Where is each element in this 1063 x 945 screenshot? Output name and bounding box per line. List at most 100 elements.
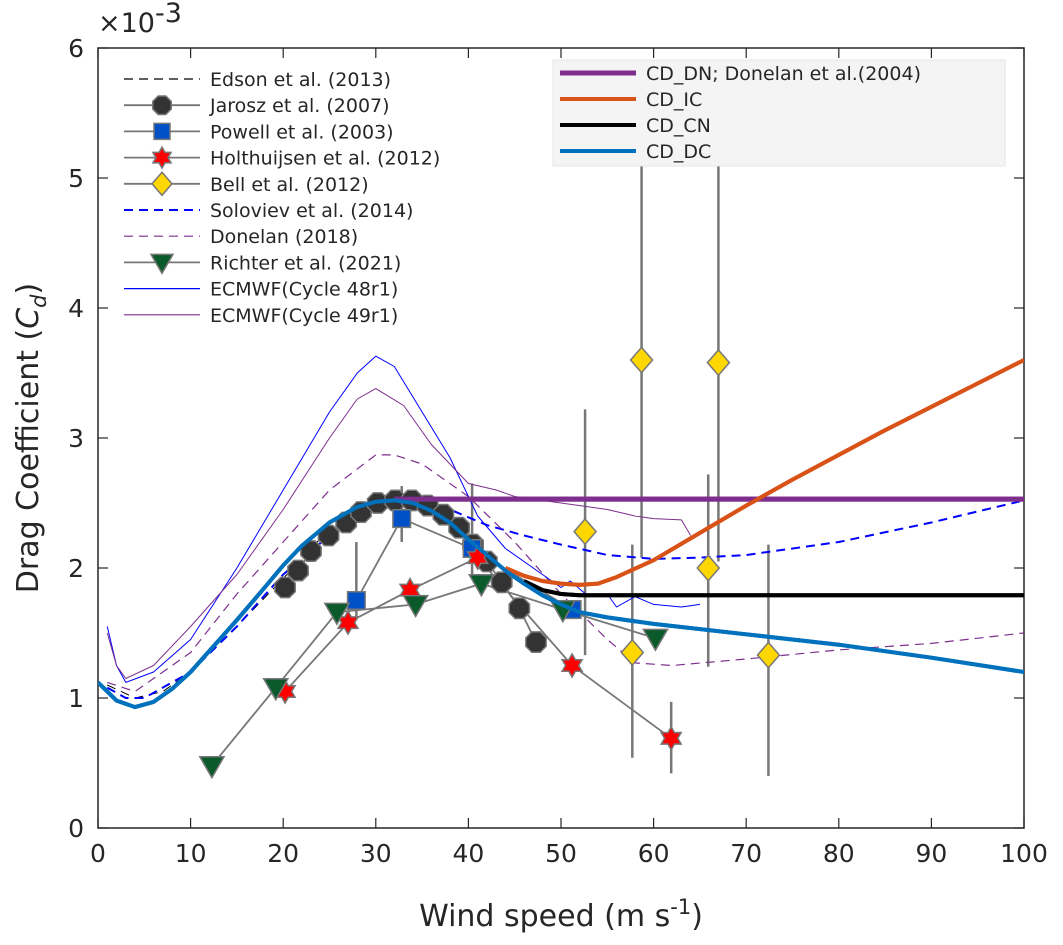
marker-shape xyxy=(287,559,309,582)
legend-label: ECMWF(Cycle 49r1) xyxy=(210,305,398,327)
model-curve-line xyxy=(523,579,1024,598)
x-tick-label: 10 xyxy=(175,839,207,868)
marker-hexagram xyxy=(560,652,584,679)
legend-label: Edson et al. (2013) xyxy=(210,69,391,91)
marker-octagon xyxy=(287,559,309,582)
marker-shape xyxy=(262,678,290,702)
legend-label: ECMWF(Cycle 48r1) xyxy=(210,279,398,301)
marker-shape xyxy=(346,590,366,611)
marker-hexagram xyxy=(659,725,683,752)
marker-triangle-down xyxy=(323,602,351,626)
x-tick-label: 80 xyxy=(823,839,855,868)
marker-triangle-down xyxy=(467,574,495,598)
marker-triangle-down xyxy=(149,253,175,275)
marker-triangle-down xyxy=(402,594,430,618)
marker-shape xyxy=(696,554,721,582)
y-axis-label-var: C xyxy=(11,308,46,329)
marker-shape xyxy=(152,95,172,116)
marker-shape xyxy=(149,253,175,275)
model-curve-line xyxy=(504,358,1024,587)
legend-label: Jarosz et al. (2007) xyxy=(209,95,390,117)
marker-shape xyxy=(560,652,584,679)
marker-diamond xyxy=(706,348,731,377)
marker-hexagram xyxy=(151,145,173,170)
marker-shape xyxy=(467,574,495,598)
marker-shape xyxy=(620,638,645,667)
marker-shape xyxy=(392,509,412,529)
marker-shape xyxy=(198,756,226,780)
series-connector-line xyxy=(284,556,672,740)
x-tick-label: 40 xyxy=(452,839,484,868)
x-tick-label: 0 xyxy=(90,839,106,868)
legend-label: Donelan (2018) xyxy=(210,226,358,248)
marker-octagon xyxy=(274,576,296,599)
y-tick-label: 6 xyxy=(68,34,84,63)
series-connector-line xyxy=(355,517,573,611)
legend-right-box xyxy=(552,59,1006,167)
legend-label: CD_DN; Donelan et al.(2004) xyxy=(646,63,921,85)
marker-octagon xyxy=(525,631,547,654)
marker-diamond xyxy=(620,638,645,667)
x-axis-label-sup: -1 xyxy=(670,895,691,919)
marker-shape xyxy=(274,576,296,599)
marker-square xyxy=(346,590,366,611)
x-tick-label: 20 xyxy=(267,839,299,868)
marker-shape xyxy=(659,725,683,752)
marker-hexagram xyxy=(466,544,489,571)
y-tick-label: 5 xyxy=(68,164,84,193)
x-tick-label: 50 xyxy=(545,839,577,868)
marker-triangle-down xyxy=(642,628,669,652)
marker-shape xyxy=(525,631,547,654)
legend-label: Richter et al. (2021) xyxy=(210,252,401,274)
y-tick-label: 3 xyxy=(68,424,84,453)
marker-diamond xyxy=(756,641,781,669)
marker-shape xyxy=(323,602,351,626)
y-tick-label: 1 xyxy=(68,684,84,713)
marker-shape xyxy=(629,346,654,374)
y-axis-label: Drag Coefficient (Cd) xyxy=(11,283,51,593)
y-axis-label-end: ) xyxy=(11,283,46,295)
legend-label: Holthuijsen et al. (2012) xyxy=(210,148,440,170)
marker-octagon xyxy=(152,95,172,116)
marker-triangle-down xyxy=(198,756,226,780)
exponent-label: ×10-3 xyxy=(98,0,182,39)
marker-shape xyxy=(466,544,489,571)
legend-label: Powell et al. (2003) xyxy=(210,121,394,143)
x-tick-label: 90 xyxy=(915,839,947,868)
y-axis-label-text: Drag Coefficient ( xyxy=(11,329,46,593)
marker-diamond xyxy=(629,346,654,374)
y-tick-label: 0 xyxy=(68,814,84,843)
marker-shape xyxy=(756,641,781,669)
legend-label: Bell et al. (2012) xyxy=(210,174,369,196)
y-tick-label: 2 xyxy=(68,554,84,583)
marker-diamond xyxy=(151,171,173,197)
marker-shape xyxy=(402,594,430,618)
marker-diamond xyxy=(573,517,598,546)
legend-label: CD_IC xyxy=(646,89,702,111)
marker-shape xyxy=(151,171,173,197)
marker-shape xyxy=(151,145,173,170)
exponent-power: -3 xyxy=(155,0,182,29)
marker-square xyxy=(153,122,171,141)
series-line xyxy=(106,355,700,683)
series-line xyxy=(106,499,1024,699)
x-tick-label: 30 xyxy=(360,839,392,868)
x-axis-label-end: ) xyxy=(691,899,703,934)
y-axis-label-sub: d xyxy=(27,294,51,308)
marker-shape xyxy=(706,348,731,377)
marker-shape xyxy=(573,517,598,546)
x-tick-label: 70 xyxy=(730,839,762,868)
marker-diamond xyxy=(696,554,721,582)
plot-area xyxy=(98,152,1024,780)
marker-triangle-down xyxy=(262,678,290,702)
marker-shape xyxy=(153,122,171,141)
model-curve-line xyxy=(98,498,1024,710)
legend-label: CD_CN xyxy=(646,115,711,137)
series-line xyxy=(106,388,692,679)
marker-shape xyxy=(508,597,531,620)
marker-square xyxy=(392,509,412,529)
marker-shape xyxy=(642,628,669,652)
x-axis-label-text: Wind speed (m s xyxy=(419,899,670,934)
x-tick-label: 100 xyxy=(1000,839,1048,868)
